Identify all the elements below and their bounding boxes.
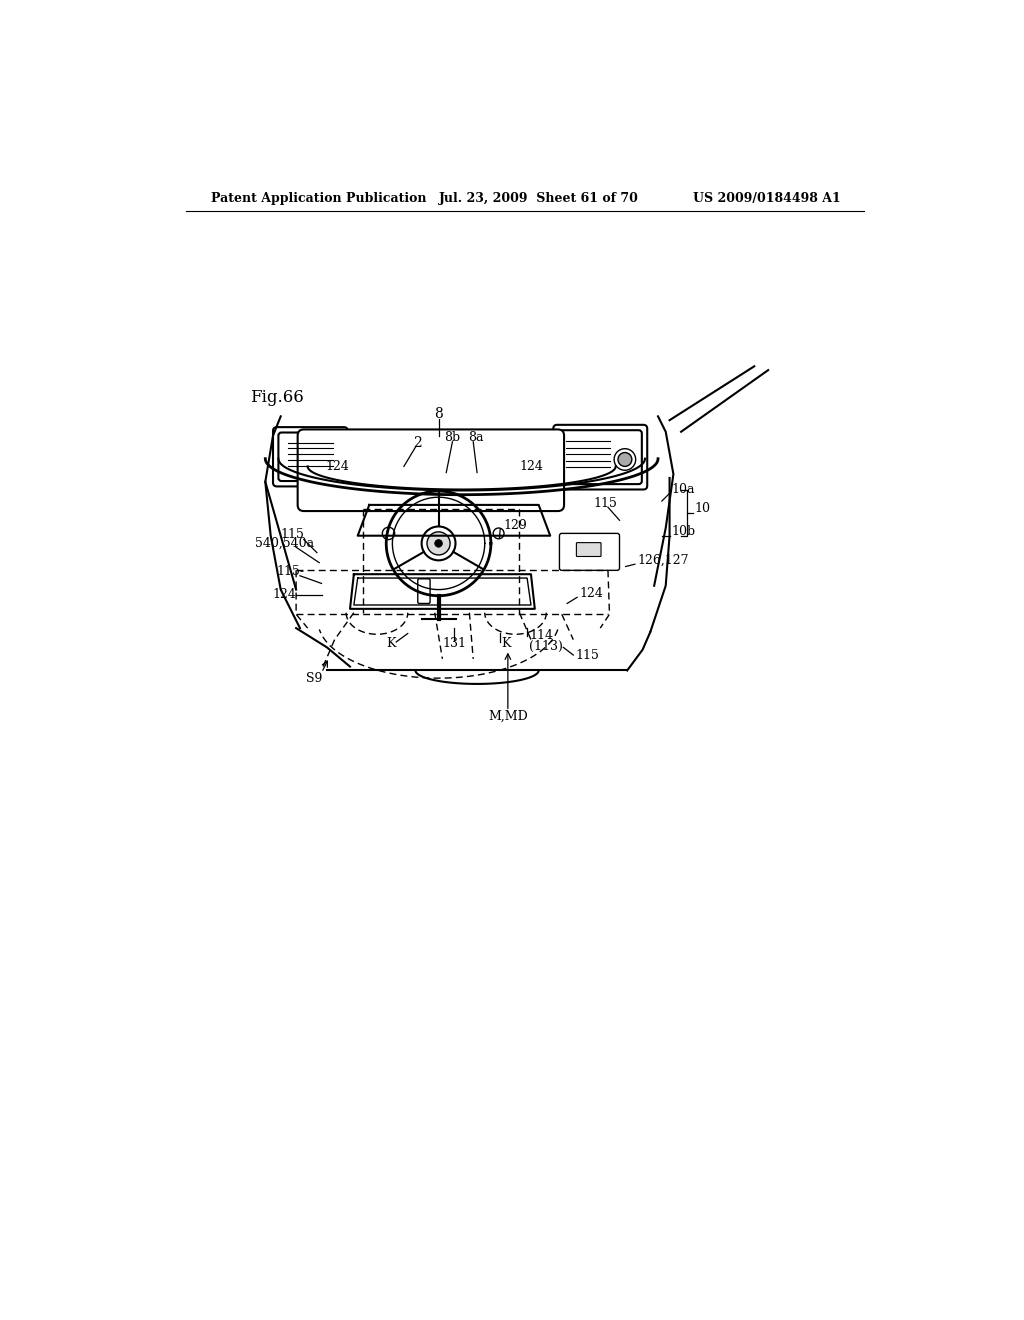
Text: 115: 115: [594, 496, 617, 510]
Text: 8a: 8a: [468, 432, 483, 445]
Circle shape: [494, 528, 504, 539]
FancyBboxPatch shape: [559, 430, 642, 484]
Circle shape: [614, 449, 636, 470]
Text: 10b: 10b: [672, 525, 696, 539]
Text: 131: 131: [442, 638, 466, 649]
Text: S9: S9: [305, 672, 322, 685]
Circle shape: [617, 453, 632, 466]
Text: 115-: 115-: [275, 565, 304, 578]
Text: 115: 115: [575, 648, 599, 661]
FancyBboxPatch shape: [418, 578, 430, 603]
Text: K: K: [501, 638, 510, 649]
FancyBboxPatch shape: [577, 543, 601, 557]
Text: 124: 124: [580, 587, 603, 601]
Circle shape: [427, 532, 451, 554]
Text: 8b: 8b: [444, 432, 461, 445]
Text: K: K: [386, 638, 395, 649]
Text: (113): (113): [529, 640, 563, 653]
Text: 126,127: 126,127: [637, 554, 689, 566]
Text: 10a: 10a: [672, 483, 695, 496]
Text: US 2009/0184498 A1: US 2009/0184498 A1: [692, 191, 841, 205]
Text: 124: 124: [325, 459, 349, 473]
Text: 540,540a: 540,540a: [255, 537, 314, 550]
Text: 124: 124: [519, 459, 543, 473]
FancyBboxPatch shape: [279, 433, 342, 480]
Text: 2: 2: [413, 437, 421, 450]
Circle shape: [382, 527, 394, 540]
Text: 124: 124: [272, 589, 297, 602]
Text: 115: 115: [281, 528, 304, 541]
Circle shape: [422, 527, 456, 561]
Text: Jul. 23, 2009  Sheet 61 of 70: Jul. 23, 2009 Sheet 61 of 70: [438, 191, 638, 205]
Text: Fig.66: Fig.66: [250, 388, 304, 405]
Text: Patent Application Publication: Patent Application Publication: [211, 191, 427, 205]
Text: 129: 129: [503, 519, 527, 532]
Text: 114: 114: [529, 630, 553, 643]
Text: M,MD: M,MD: [488, 710, 527, 723]
Circle shape: [435, 540, 442, 548]
FancyBboxPatch shape: [298, 429, 564, 511]
FancyBboxPatch shape: [559, 533, 620, 570]
Text: 10: 10: [694, 502, 711, 515]
Text: 8: 8: [434, 407, 443, 421]
